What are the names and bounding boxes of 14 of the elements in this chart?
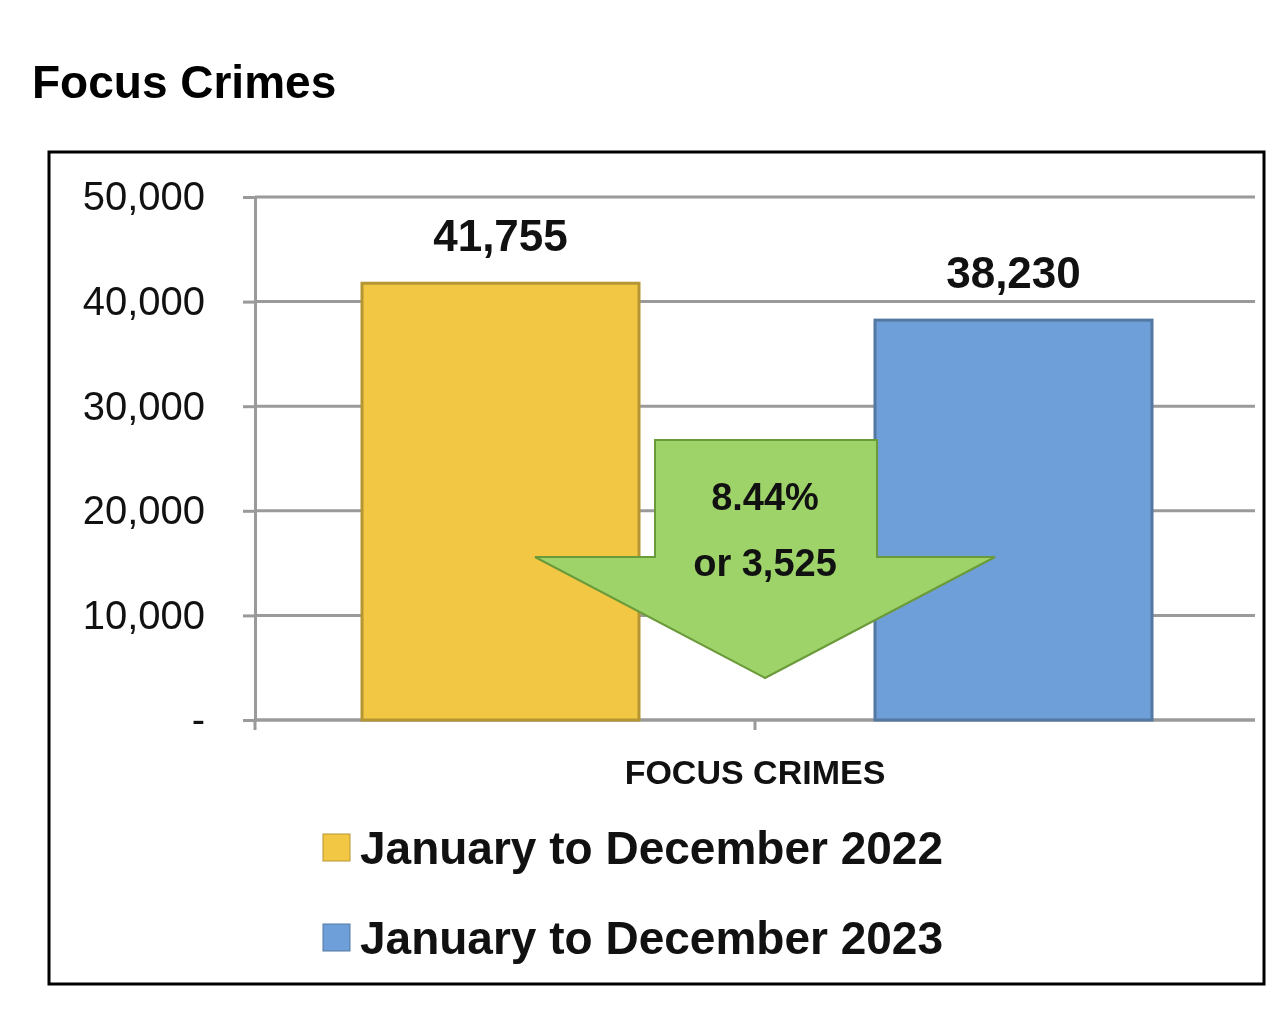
annotation: or 3,525	[693, 542, 837, 584]
chart-title: Focus Crimes	[32, 56, 337, 108]
annotation: 8.44%	[711, 476, 819, 518]
y-tick-label: 40,000	[82, 278, 205, 323]
x-tick-label: FOCUS CRIMES	[624, 753, 886, 792]
y-tick-label: 20,000	[82, 488, 205, 533]
data-label: 41,755	[433, 211, 568, 261]
y-tick-label: -	[191, 697, 205, 742]
y-tick-label: 10,000	[82, 592, 205, 637]
y-tick-label: 50,000	[82, 174, 205, 219]
data-label: 38,230	[946, 248, 1081, 298]
legend-label: January to December 2023	[360, 912, 943, 964]
legend-label: January to December 2022	[360, 822, 943, 874]
y-tick-label: 30,000	[82, 383, 205, 428]
